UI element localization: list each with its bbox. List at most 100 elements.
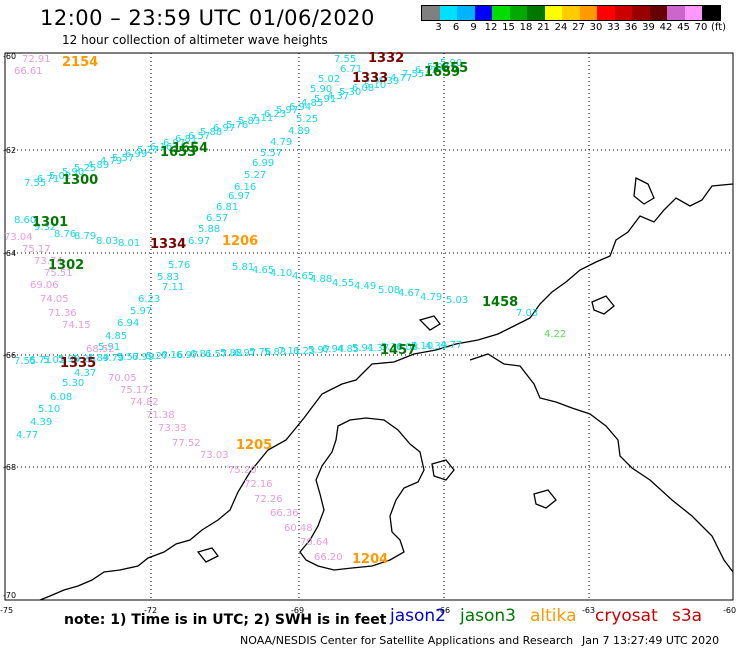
pass-time-label: 1457 (380, 343, 416, 358)
scale-swatch (579, 6, 597, 20)
lat-label: -68 (3, 463, 16, 472)
swh-value-cluster: 5.97 (308, 345, 330, 356)
pass-time-label: 1335 (60, 356, 96, 371)
graticule (5, 53, 733, 600)
swh-value-cluster: 5.02 (49, 171, 71, 182)
swh-value: 6.16 (234, 182, 256, 193)
scale-swatch (562, 6, 580, 20)
swh-value-cluster: 6.97 (213, 123, 235, 134)
swh-value-cluster: 6.08 (352, 83, 374, 94)
swh-value-cluster: 5.57 (112, 153, 134, 164)
swh-value-cluster: 5.88 (220, 348, 242, 359)
swh-value-cluster: 6.71 (415, 65, 437, 76)
scale-swatch (702, 6, 720, 20)
swh-value-cluster: 6.57 (188, 131, 210, 142)
swh-value: 71.38 (146, 410, 175, 421)
swh-value: 5.76 (168, 260, 190, 271)
swh-value: 4.22 (544, 329, 566, 340)
lon-label: -69 (291, 606, 304, 615)
pass-time-label: 1659 (424, 65, 460, 80)
swh-value: 4.39 (30, 417, 52, 428)
swh-value-cluster: 5.27 (137, 145, 159, 156)
swh-value-cluster: 4.79 (100, 156, 122, 167)
swh-value: 75.17 (120, 385, 149, 396)
lat-label: -64 (3, 249, 16, 258)
swh-value-cluster: 6.71 (29, 355, 51, 366)
swh-value: 70.05 (108, 373, 137, 384)
swh-value-cluster: 5.83 (238, 116, 260, 127)
swh-value: 72.16 (244, 479, 273, 490)
swh-value: 68.52 (86, 344, 115, 355)
swh-value: 8.60 (14, 215, 36, 226)
swh-value: 74.82 (130, 397, 159, 408)
swh-value: 8.03 (96, 236, 118, 247)
swh-value: 4.79 (420, 292, 442, 303)
pass-time-label: 1300 (62, 173, 98, 188)
legend-altika: altika (530, 606, 577, 626)
swh-value-cluster: 6.57 (205, 349, 227, 360)
swh-value: 5.08 (378, 285, 400, 296)
swh-value-cluster: 4.89 (87, 353, 109, 364)
scale-label: 36 (624, 22, 638, 33)
scale-label: 39 (642, 22, 655, 33)
swh-value: 74.05 (40, 294, 69, 305)
pass-time-label: 2154 (62, 55, 98, 70)
swh-value-cluster: 5.88 (200, 127, 222, 138)
swh-value-cluster: 4.37 (367, 343, 389, 354)
swh-value-cluster: 7.55 (402, 69, 424, 80)
swh-value: 5.30 (62, 378, 84, 389)
footer-note: note: 1) Time is in UTC; 2) SWH is in fe… (64, 612, 387, 628)
swh-value-cluster: 5.57 (117, 352, 139, 363)
swh-value-cluster: 5.02 (427, 62, 449, 73)
swh-value-cluster: 5.02 (43, 355, 65, 366)
swh-value: 73.03 (200, 450, 229, 461)
swh-value-cluster: 6.23 (293, 346, 315, 357)
inland-coast (469, 353, 734, 573)
swh-value-cluster: 4.85 (337, 344, 359, 355)
scale-swatch (492, 6, 510, 20)
swh-value: 73.33 (158, 423, 187, 434)
swh-value: 6.23 (138, 294, 160, 305)
swh-value: 74.15 (62, 320, 91, 331)
scale-swatch (457, 6, 475, 20)
swh-value-cluster: 5.10 (364, 80, 386, 91)
pass-time-label: 1206 (222, 234, 258, 249)
swh-value: 6.81 (216, 202, 238, 213)
lon-label: -66 (437, 606, 450, 615)
swh-value-cluster: 7.55 (24, 178, 46, 189)
swh-value-cluster: 5.97 (276, 105, 298, 116)
swh-value: 4.55 (332, 278, 354, 289)
lat-label: -62 (3, 146, 16, 155)
color-scale-labels: 3 6 9 12 15 18 21 24 27 30 33 36 39 42 45 70 (ft) (421, 21, 726, 35)
pass-time-label: 1653 (160, 145, 196, 160)
swh-value-cluster: 5.90 (62, 167, 84, 178)
scale-label: 24 (554, 22, 568, 33)
swh-value-cluster: 4.89 (87, 160, 109, 171)
swh-value: 75.51 (44, 268, 73, 279)
pass-time-label: 1334 (150, 237, 186, 252)
swh-value-cluster: 4.39 (425, 341, 447, 352)
swh-value-cluster: 5.90 (58, 354, 80, 365)
legend-jason2: jason2 (390, 606, 446, 626)
pass-time-label: 1301 (32, 215, 68, 230)
island-coast (431, 459, 455, 481)
swh-value: 5.83 (157, 272, 179, 283)
swh-value-cluster: 6.97 (234, 348, 256, 359)
swh-value: 7.03 (516, 308, 538, 319)
swh-value: 4.65 (252, 265, 274, 276)
swh-value-cluster: 4.37 (327, 91, 349, 102)
swh-value: 5.27 (244, 170, 266, 181)
swh-value: 71.36 (48, 308, 77, 319)
altimeter-labels: 7.556.715.025.905.254.894.795.576.995.27… (4, 51, 566, 567)
pass-time-label: 1458 (482, 295, 518, 310)
swh-value-cluster: 7.11 (251, 113, 273, 124)
island-coast (418, 315, 441, 331)
scale-swatch (527, 6, 545, 20)
scale-label: 21 (537, 22, 550, 33)
lat-label: -66 (3, 351, 16, 360)
swh-value-cluster: 5.27 (146, 351, 168, 362)
swh-value: 5.97 (130, 306, 152, 317)
antarctic-peninsula-coast (39, 183, 734, 601)
swh-value: 6.97 (228, 191, 250, 202)
swh-value: 9.32 (34, 222, 56, 233)
